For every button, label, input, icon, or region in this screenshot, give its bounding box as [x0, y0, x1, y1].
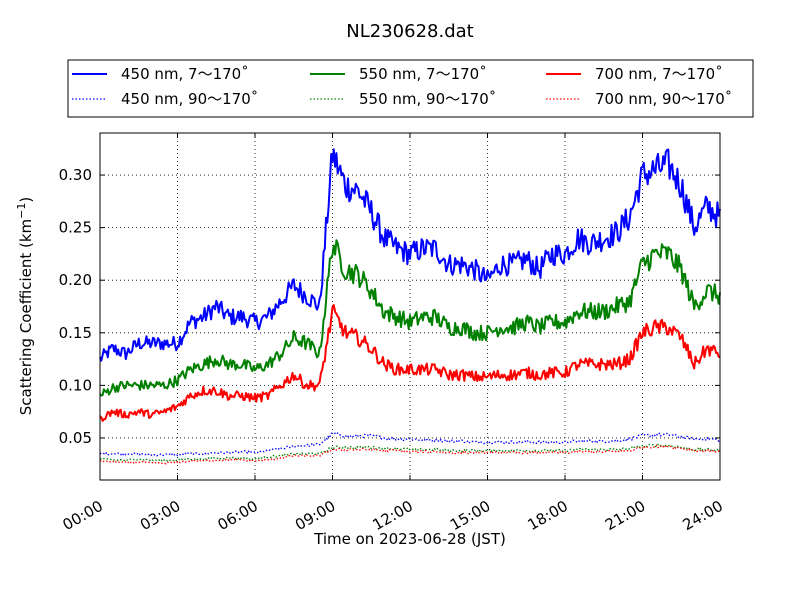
- legend-label-4: 700 nm, 7～170˚: [595, 65, 723, 83]
- y-axis-label-close: ): [17, 197, 35, 203]
- y-tick-label-0: 0.05: [59, 429, 92, 447]
- series-line-0: [99, 148, 721, 362]
- legend-label-2: 550 nm, 7～170˚: [359, 65, 487, 83]
- y-tick-label-5: 0.30: [59, 166, 92, 184]
- y-tick-label-2: 0.15: [59, 324, 92, 342]
- series-line-4: [99, 304, 721, 422]
- series-line-2: [99, 239, 721, 397]
- series-line-3: [99, 443, 721, 462]
- legend-label-0: 450 nm, 7～170˚: [121, 65, 249, 83]
- legend-label-1: 450 nm, 90～170˚: [121, 90, 258, 108]
- series-group: [99, 148, 721, 465]
- y-axis-label-sup: −1: [15, 203, 28, 219]
- y-axis-label: Scattering Coefficient (km−1): [15, 197, 35, 416]
- y-tick-label-1: 0.10: [59, 376, 92, 394]
- x-axis-label: Time on 2023-06-28 (JST): [313, 530, 506, 548]
- chart-title: NL230628.dat: [346, 21, 473, 42]
- y-axis: 0.05 0.10 0.15 0.20 0.25 0.30: [59, 166, 720, 447]
- legend-label-3: 550 nm, 90～170˚: [359, 90, 496, 108]
- y-tick-label-4: 0.25: [59, 219, 92, 237]
- y-axis-label-main: Scattering Coefficient (km: [17, 219, 35, 415]
- series-line-5: [99, 444, 721, 465]
- y-tick-label-3: 0.20: [59, 271, 92, 289]
- legend-frame: [67, 59, 754, 118]
- legend: 450 nm, 7～170˚ 550 nm, 7～170˚ 700 nm, 7～17…: [67, 59, 754, 118]
- series-line-1: [99, 432, 721, 457]
- legend-label-5: 700 nm, 90～170˚: [595, 90, 732, 108]
